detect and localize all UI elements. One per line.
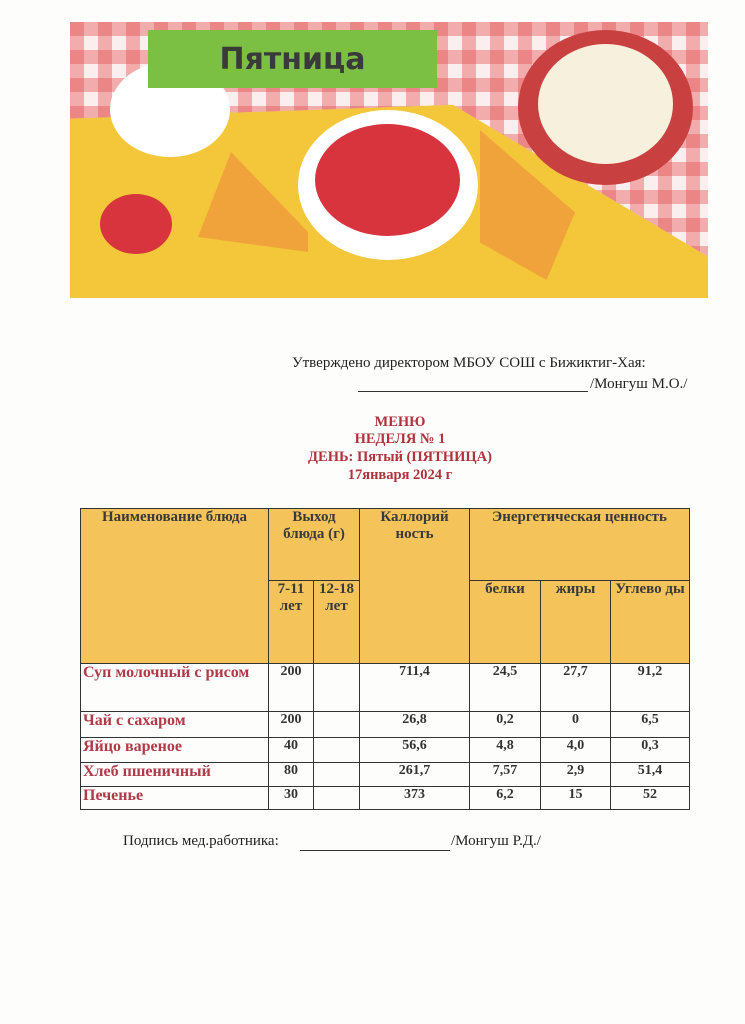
carbs: 52 [610,786,690,810]
header-age-7-11: 7-11 лет [268,580,314,664]
dish-name: Яйцо вареное [80,737,269,763]
table-row: Суп молочный с рисом 200 711,4 24,5 27,7 91,2 [80,663,690,712]
protein: 0,2 [469,711,541,738]
yield-7-11: 40 [268,737,314,763]
header-age-12-18: 12-18 лет [313,580,360,664]
menu-table: Наименование блюда Выход блюда (г) Калло… [80,508,690,810]
protein: 24,5 [469,663,541,712]
tomato [100,194,172,254]
calories: 26,8 [359,711,470,738]
calories: 373 [359,786,470,810]
dish-name: Суп молочный с рисом [80,663,269,712]
date-heading: 17января 2024 г [347,467,453,483]
dish-name: Чай с сахаром [80,711,269,738]
table-row: Печенье 30 373 6,2 15 52 [80,786,690,810]
fat: 27,7 [540,663,611,712]
protein: 4,8 [469,737,541,763]
yield-12-18 [313,786,360,810]
carbs: 6,5 [610,711,690,738]
soup [315,124,460,236]
signature-line [358,391,588,392]
fat: 2,9 [540,762,611,787]
fat: 15 [540,786,611,810]
left-napkin [198,152,308,252]
header-yield: Выход блюда (г) [268,508,360,581]
calories: 56,6 [359,737,470,763]
header-fat: жиры [540,580,611,664]
carbs: 91,2 [610,663,690,712]
calories: 711,4 [359,663,470,712]
day-title: Пятница [219,41,366,77]
day-title-banner: Пятница [148,30,437,88]
week-heading: НЕДЕЛЯ № 1 [354,431,446,447]
carbs: 0,3 [610,737,690,763]
table-row: Хлеб пшеничный 80 261,7 7,57 2,9 51,4 [80,762,690,787]
day-heading: ДЕНЬ: Пятый (ПЯТНИЦА) [308,449,492,465]
header-protein: белки [469,580,541,664]
table-row: Чай с сахаром 200 26,8 0,2 0 6,5 [80,711,690,738]
header-carbs: Углево ды [610,580,690,664]
approval-line: Утверждено директором МБОУ СОШ с Бижикти… [292,355,646,371]
header-energy: Энергетическая ценность [469,508,690,581]
fat: 4,0 [540,737,611,763]
protein: 6,2 [469,786,541,810]
signature-line [300,850,450,851]
carbs: 51,4 [610,762,690,787]
yield-12-18 [313,762,360,787]
protein: 7,57 [469,762,541,787]
yield-7-11: 200 [268,663,314,712]
menu-heading: МЕНЮ [374,414,426,430]
yield-12-18 [313,711,360,738]
medic-name: /Монгуш Р.Д./ [451,833,541,849]
calories: 261,7 [359,762,470,787]
dish-name: Хлеб пшеничный [80,762,269,787]
signature-label: Подпись мед.работника: [123,833,279,849]
yield-7-11: 30 [268,786,314,810]
yield-7-11: 200 [268,711,314,738]
food-illustration-banner: Пятница [70,22,708,298]
table-row: Яйцо вареное 40 56,6 4,8 4,0 0,3 [80,737,690,763]
header-name: Наименование блюда [80,508,269,664]
yield-12-18 [313,663,360,712]
main-dish [538,44,673,164]
director-name: /Монгуш М.О./ [590,376,688,392]
header-calories: Каллорий ность [359,508,470,664]
yield-7-11: 80 [268,762,314,787]
dish-name: Печенье [80,786,269,810]
fat: 0 [540,711,611,738]
yield-12-18 [313,737,360,763]
